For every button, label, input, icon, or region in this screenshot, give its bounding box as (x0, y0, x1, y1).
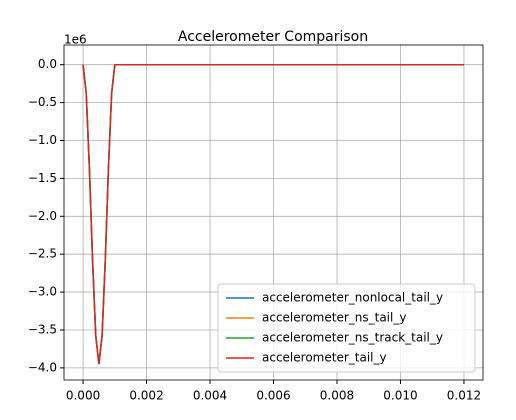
x-tick-label: 0.012 (447, 389, 481, 403)
x-tick-label: 0.002 (129, 389, 163, 403)
plot-frame (63, 44, 484, 381)
series-line (82, 63, 464, 365)
y-tick-label: −0.5 (28, 95, 57, 109)
legend-label: accelerometer_ns_tail_y (262, 311, 406, 325)
y-tick-label: 0.0 (38, 57, 57, 71)
x-tick-label: 0.006 (256, 389, 290, 403)
y-tick-label: −2.5 (28, 247, 57, 261)
y-tick-label: −1.5 (28, 171, 57, 185)
legend-label: accelerometer_ns_track_tail_y (262, 331, 443, 345)
x-tick-label: 0.000 (66, 389, 100, 403)
y-offset-text: 1e6 (64, 33, 87, 47)
y-tick-label: −1.0 (28, 133, 57, 147)
y-tick-label: −3.0 (28, 285, 57, 299)
x-tick-label: 0.010 (383, 389, 417, 403)
legend-label: accelerometer_tail_y (262, 351, 387, 365)
x-tick-label: 0.004 (193, 389, 227, 403)
legend-box (217, 283, 476, 373)
y-tick-label: −3.5 (28, 322, 57, 336)
legend-label: accelerometer_nonlocal_tail_y (262, 291, 443, 305)
chart-title: Accelerometer Comparison (178, 29, 368, 45)
x-tick-label: 0.008 (320, 389, 354, 403)
y-tick-label: −4.0 (28, 360, 57, 374)
y-tick-label: −2.0 (28, 209, 57, 223)
